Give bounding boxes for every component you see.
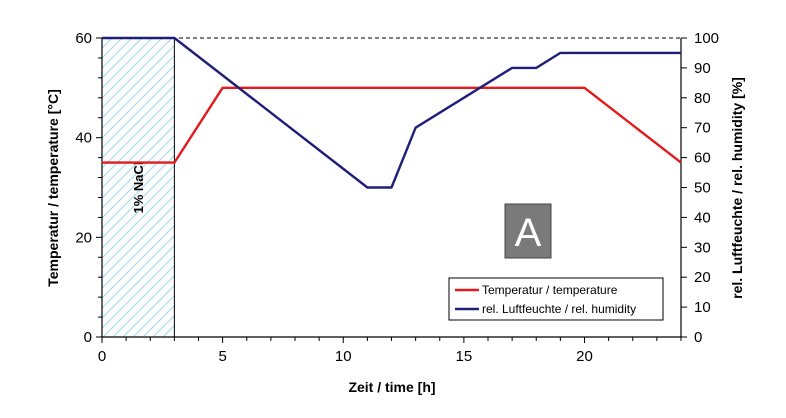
y-right-tick-label: 80 (694, 90, 711, 107)
y-right-axis-title: rel. Luftfeuchte / rel. humidity [%] (729, 77, 745, 299)
legend: Temperatur / temperature rel. Luftfeuchte… (448, 277, 664, 321)
y-right-tick-label: 40 (694, 209, 711, 226)
y-right-tick-label: 70 (694, 120, 711, 137)
y-right-tick-label: 100 (694, 30, 719, 47)
temperature-line (102, 86, 682, 164)
y-right-tick-label: 50 (694, 180, 711, 197)
y-right-tick-label: 10 (694, 299, 711, 316)
series-layer (102, 36, 682, 189)
y-right-tick-label: 60 (694, 150, 711, 167)
legend-label-humidity: rel. Luftfeuchte / rel. humidity (482, 302, 636, 316)
x-tick-label: 5 (218, 348, 226, 365)
y-right-tick-label: 30 (694, 239, 711, 256)
x-tick-label: 0 (98, 348, 106, 365)
x-tick-label: 20 (576, 348, 593, 365)
y-right-tick-label: 90 (694, 60, 711, 77)
x-tick-label: 15 (456, 348, 473, 365)
y-right-tick-label: 0 (694, 329, 702, 346)
y-right-tick-label: 20 (694, 269, 711, 286)
y-left-tick-label: 20 (75, 229, 92, 246)
panel-label: A (504, 203, 552, 259)
x-tick-label: 10 (335, 348, 352, 365)
y-left-tick-label: 60 (75, 30, 92, 47)
panel-letter-box (504, 203, 552, 259)
shaded-region-layer: 1% NaCl (102, 38, 175, 337)
y-left-tick-label: 0 (84, 329, 92, 346)
legend-label-temperature: Temperatur / temperature (482, 283, 618, 297)
legend-box (448, 277, 664, 321)
panel-letter-text: A (515, 211, 542, 255)
humidity-line (102, 36, 681, 189)
nacl-label: 1% NaCl (131, 161, 146, 213)
ticks-layer: 0 5 10 15 20 0 20 40 60 0 10 20 30 40 50 60 70 80 90 100 (75, 30, 719, 365)
y-left-axis-title: Temperatur / temperature [°C] (45, 89, 61, 287)
y-left-tick-label: 40 (75, 130, 92, 147)
x-axis-title: Zeit / time [h] (348, 379, 435, 395)
nacl-shaded-region (102, 38, 175, 337)
